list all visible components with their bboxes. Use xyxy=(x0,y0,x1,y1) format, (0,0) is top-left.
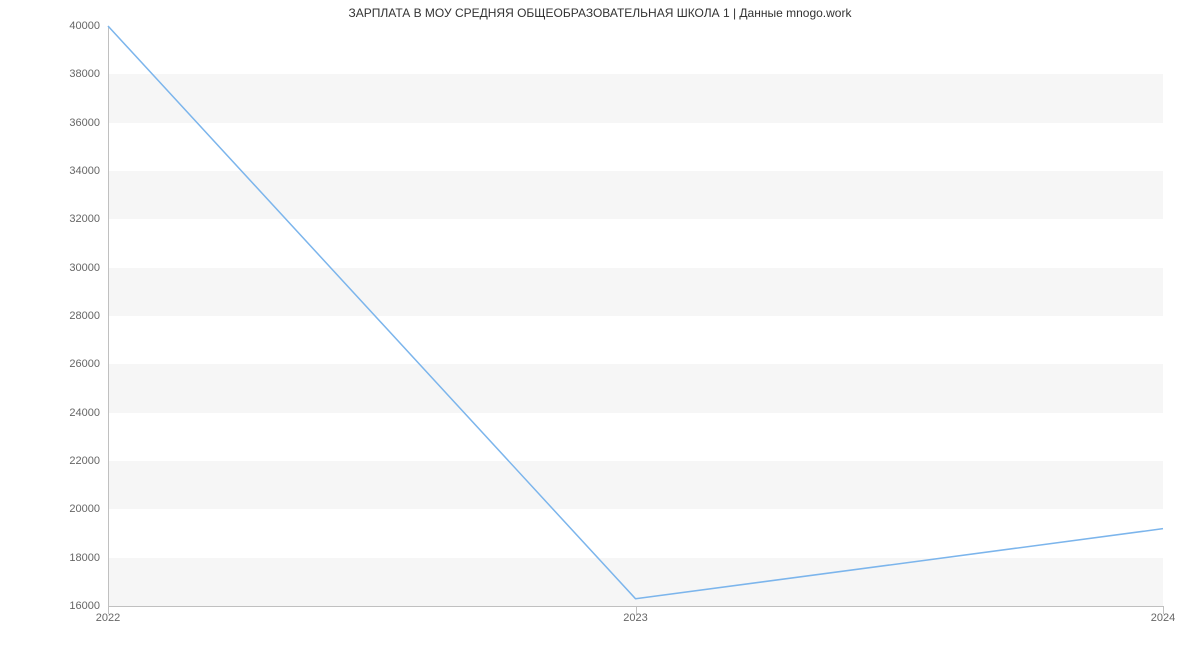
x-tick-label: 2023 xyxy=(623,612,647,624)
x-tick-label: 2022 xyxy=(96,612,120,624)
y-tick-label: 24000 xyxy=(69,407,100,419)
y-tick-label: 30000 xyxy=(69,262,100,274)
y-tick-label: 40000 xyxy=(69,20,100,32)
chart-title: ЗАРПЛАТА В МОУ СРЕДНЯЯ ОБЩЕОБРАЗОВАТЕЛЬН… xyxy=(0,6,1200,20)
y-tick-label: 16000 xyxy=(69,600,100,612)
y-tick-label: 28000 xyxy=(69,310,100,322)
y-tick-label: 26000 xyxy=(69,358,100,370)
y-tick-label: 36000 xyxy=(69,117,100,129)
plot-area: 1600018000200002200024000260002800030000… xyxy=(108,26,1163,606)
y-tick-label: 32000 xyxy=(69,213,100,225)
y-tick-label: 18000 xyxy=(69,552,100,564)
y-tick-label: 38000 xyxy=(69,68,100,80)
y-tick-label: 34000 xyxy=(69,165,100,177)
y-tick-label: 22000 xyxy=(69,455,100,467)
series-line-salary xyxy=(108,26,1163,599)
x-tick-label: 2024 xyxy=(1151,612,1175,624)
y-tick-label: 20000 xyxy=(69,503,100,515)
series-layer xyxy=(108,26,1163,606)
salary-line-chart: ЗАРПЛАТА В МОУ СРЕДНЯЯ ОБЩЕОБРАЗОВАТЕЛЬН… xyxy=(0,0,1200,650)
